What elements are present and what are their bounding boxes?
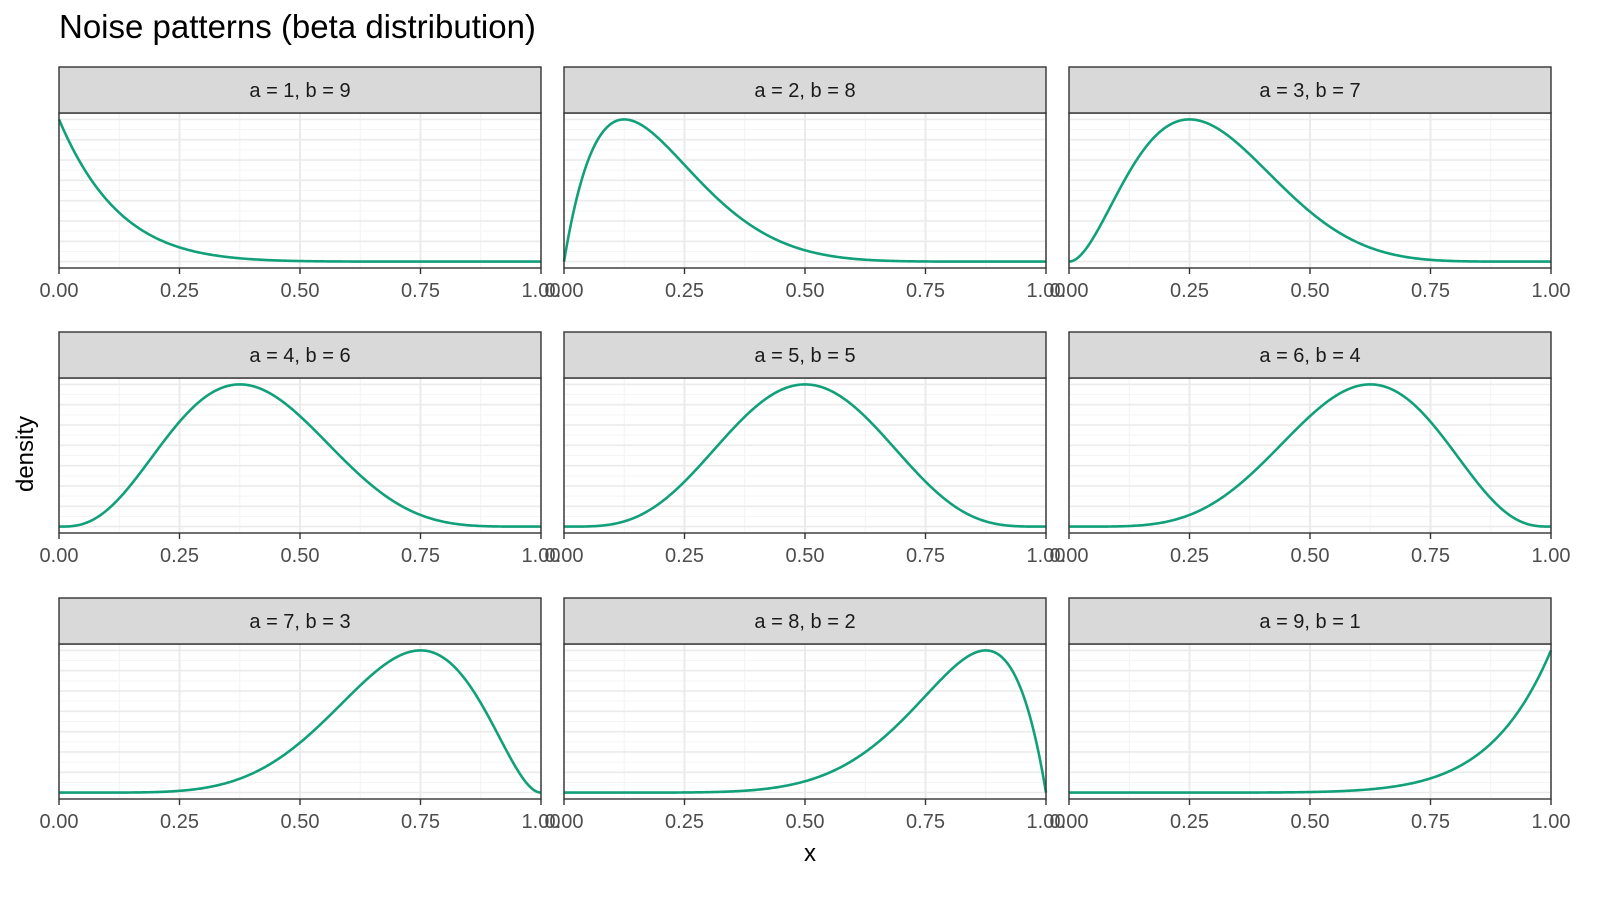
x-tick-label: 0.50 [786,545,825,567]
facet-strip [1068,331,1552,379]
facet-strip [563,597,1047,645]
facet-panel: a = 3, b = 7 0.00 0.25 0.50 0.75 1.00 [1050,66,1571,302]
y-axis-label: density [12,415,39,493]
x-tick-label: 0.50 [1291,545,1330,567]
facet-panel: a = 4, b = 6 0.00 0.25 0.50 0.75 1.00 [40,331,561,567]
x-tick-label: 0.75 [401,545,440,567]
x-tick-label: 0.75 [401,280,440,302]
facet-panel: a = 7, b = 3 0.00 0.25 0.50 0.75 1.00 [40,597,561,833]
facet-panel: a = 9, b = 1 0.00 0.25 0.50 0.75 1.00 [1050,597,1571,833]
facet-panel: a = 1, b = 9 0.00 0.25 0.50 0.75 1.00 [40,66,561,302]
facet-strip [563,66,1047,114]
x-tick-label: 0.25 [1170,280,1209,302]
x-tick-label: 1.00 [1027,545,1066,567]
x-tick-label: 1.00 [1027,280,1066,302]
x-tick-label: 1.00 [522,811,561,833]
x-tick-label: 0.50 [281,280,320,302]
x-tick-label: 0.25 [1170,545,1209,567]
density-line [59,649,542,794]
x-tick-label: 0.00 [1050,280,1089,302]
x-tick-label: 0.00 [40,280,79,302]
x-tick-label: 0.25 [160,545,199,567]
x-tick-label: 0.50 [786,811,825,833]
x-tick-label: 1.00 [522,545,561,567]
facet-strip-label: a = 3, b = 7 [1259,80,1360,102]
x-tick-label: 1.00 [1532,280,1571,302]
x-tick-label: 0.25 [665,545,704,567]
density-line [562,118,1046,263]
facet-strip [1068,597,1552,645]
facet-panel: a = 6, b = 4 0.00 0.25 0.50 0.75 1.00 [1050,331,1571,567]
facet-panel: a = 5, b = 5 0.00 0.25 0.50 0.75 1.00 [545,331,1066,567]
x-tick-label: 0.25 [665,811,704,833]
x-tick-label: 0.50 [786,280,825,302]
facet-panel: a = 8, b = 2 0.00 0.25 0.50 0.75 1.00 [545,597,1066,833]
facet-strip-label: a = 5, b = 5 [754,345,855,367]
x-tick-label: 1.00 [1532,545,1571,567]
facet-strip-label: a = 7, b = 3 [249,611,350,633]
chart-title: Noise patterns (beta distribution) [59,8,536,45]
density-line [564,383,1046,528]
x-tick-label: 0.00 [1050,545,1089,567]
facet-strip-label: a = 2, b = 8 [754,80,855,102]
facet-strip [58,331,542,379]
facet-panel: a = 2, b = 8 0.00 0.25 0.50 0.75 1.00 [545,66,1066,302]
facet-strip [58,66,542,114]
x-tick-label: 0.75 [1411,811,1450,833]
density-line [1069,649,1553,794]
x-tick-label: 1.00 [1027,811,1066,833]
x-tick-label: 0.75 [906,811,945,833]
x-tick-label: 0.00 [545,280,584,302]
x-tick-label: 1.00 [522,280,561,302]
facet-strip-label: a = 8, b = 2 [754,611,855,633]
x-tick-label: 0.50 [281,811,320,833]
x-tick-label: 0.25 [1170,811,1209,833]
x-tick-label: 0.75 [906,280,945,302]
x-tick-label: 0.50 [1291,811,1330,833]
facet-strip [58,597,542,645]
x-tick-label: 1.00 [1532,811,1571,833]
x-tick-label: 0.25 [665,280,704,302]
x-tick-label: 0.00 [545,545,584,567]
x-tick-label: 0.25 [160,811,199,833]
x-tick-label: 0.00 [40,811,79,833]
facet-strip-label: a = 9, b = 1 [1259,611,1360,633]
density-line [59,383,541,528]
x-tick-label: 0.25 [160,280,199,302]
density-line [57,118,541,263]
density-line [1069,383,1551,528]
facet-strip [563,331,1047,379]
x-tick-label: 0.00 [545,811,584,833]
density-line [1068,118,1551,263]
facet-strip-label: a = 1, b = 9 [249,80,350,102]
density-line [564,649,1048,794]
facet-strip [1068,66,1552,114]
x-tick-label: 0.50 [281,545,320,567]
x-tick-label: 0.75 [401,811,440,833]
x-tick-label: 0.00 [1050,811,1089,833]
x-tick-label: 0.75 [906,545,945,567]
facet-strip-label: a = 4, b = 6 [249,345,350,367]
x-tick-label: 0.75 [1411,280,1450,302]
x-tick-label: 0.00 [40,545,79,567]
x-axis-label: x [804,840,816,867]
x-tick-label: 0.75 [1411,545,1450,567]
x-tick-label: 0.50 [1291,280,1330,302]
facet-strip-label: a = 6, b = 4 [1259,345,1360,367]
